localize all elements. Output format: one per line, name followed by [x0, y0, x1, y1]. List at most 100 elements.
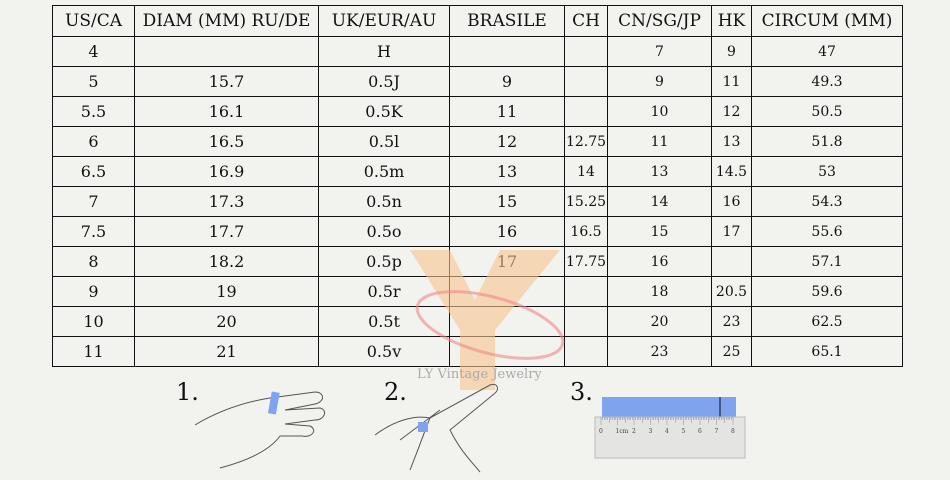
table-cell: 55.6 [751, 216, 903, 247]
table-cell: 17.7 [134, 216, 319, 247]
table-cell: 14.5 [711, 156, 752, 187]
table-cell: 9 [449, 66, 565, 97]
table-cell: 13 [711, 126, 752, 157]
table-cell: 20 [607, 306, 712, 337]
column-header: UK/EUR/AU [318, 5, 450, 37]
table-cell: 16 [607, 246, 712, 277]
table-cell: 47 [751, 36, 903, 67]
table-cell [564, 336, 608, 367]
table-cell: 10 [52, 306, 135, 337]
table-cell: 59.6 [751, 276, 903, 307]
table-cell: 15 [607, 216, 712, 247]
table-cell: 0.5o [318, 216, 450, 247]
table-cell: 7 [607, 36, 712, 67]
table-cell: 0.5J [318, 66, 450, 97]
table-cell: 0.5v [318, 336, 450, 367]
step-2-label: 2. [384, 378, 407, 406]
table-cell: 14 [607, 186, 712, 217]
column-header: DIAM (MM) RU/DE [134, 5, 319, 37]
table-row: 5.5 16.1 0.5K 11 10 12 50.5 [52, 96, 903, 127]
table-cell: 19 [134, 276, 319, 307]
table-cell: 10 [607, 96, 712, 127]
ruler-label: 5 [682, 428, 686, 435]
table-cell: 4 [52, 36, 135, 67]
table-cell: 0.5n [318, 186, 450, 217]
table-cell [564, 66, 608, 97]
step-1-label: 1. [176, 378, 199, 406]
table-row: 11 21 0.5v 23 25 65.1 [52, 336, 903, 367]
table-cell: 12 [711, 96, 752, 127]
table-cell [564, 96, 608, 127]
table-row: 8 18.2 0.5p 17 17.75 16 57.1 [52, 246, 903, 277]
table-cell: 53 [751, 156, 903, 187]
table-cell: 20 [134, 306, 319, 337]
table-cell: 6 [52, 126, 135, 157]
table-cell: 15.25 [564, 186, 608, 217]
ruler-label: 4 [665, 428, 669, 435]
table-row: 6 16.5 0.5l 12 12.75 11 13 51.8 [52, 126, 903, 157]
column-header: CH [564, 5, 608, 37]
table-row: 4 H 7 9 47 [52, 36, 903, 67]
step-3-label: 3. [570, 378, 593, 406]
table-cell: 7.5 [52, 216, 135, 247]
table-cell: 16.9 [134, 156, 319, 187]
table-cell: 15 [449, 186, 565, 217]
table-cell [449, 306, 565, 337]
ruler-label: 6 [698, 428, 702, 435]
watermark-text: LY Vintage Jewelry [417, 367, 542, 382]
table-cell [449, 36, 565, 67]
table-cell [711, 246, 752, 277]
table-cell: 0.5K [318, 96, 450, 127]
table-cell: 16.5 [564, 216, 608, 247]
hand-mark-pen-icon [374, 383, 498, 473]
table-cell: 0.5p [318, 246, 450, 277]
table-cell: 16 [711, 186, 752, 217]
table-cell: 9 [711, 36, 752, 67]
table-cell: 11 [607, 126, 712, 157]
table-cell [564, 306, 608, 337]
table-cell: 65.1 [751, 336, 903, 367]
table-cell: 62.5 [751, 306, 903, 337]
table-cell: 25 [711, 336, 752, 367]
table-cell: 23 [711, 306, 752, 337]
table-row: 7.5 17.7 0.5o 16 16.5 15 17 55.6 [52, 216, 903, 247]
column-header: CN/SG/JP [607, 5, 712, 37]
table-cell: 13 [607, 156, 712, 187]
ruler-icon: 0 1cm 2 3 4 5 6 7 8 [594, 397, 746, 459]
table-row: 10 20 0.5t 20 23 62.5 [52, 306, 903, 337]
table-cell: 57.1 [751, 246, 903, 277]
table-cell: H [318, 36, 450, 67]
table-row: 9 19 0.5r 18 20.5 59.6 [52, 276, 903, 307]
table-cell: 5.5 [52, 96, 135, 127]
column-header: HK [711, 5, 752, 37]
table-cell: 23 [607, 336, 712, 367]
ruler-label: 7 [715, 428, 719, 435]
table-cell [449, 276, 565, 307]
table-cell [134, 36, 319, 67]
header-row: US/CA DIAM (MM) RU/DE UK/EUR/AU BRASILE CH CN… [52, 5, 903, 37]
table-cell: 11 [711, 66, 752, 97]
table-cell: 17 [711, 216, 752, 247]
table-cell: 50.5 [751, 96, 903, 127]
table-cell: 9 [52, 276, 135, 307]
table-cell: 0.5r [318, 276, 450, 307]
table-cell: 9 [607, 66, 712, 97]
table-row: 7 17.3 0.5n 15 15.25 14 16 54.3 [52, 186, 903, 217]
column-header: US/CA [52, 5, 135, 37]
table-cell: 13 [449, 156, 565, 187]
table-row: 6.5 16.9 0.5m 13 14 13 14.5 53 [52, 156, 903, 187]
ruler-label: 8 [731, 428, 735, 435]
table-cell: 0.5t [318, 306, 450, 337]
table-cell [449, 336, 565, 367]
table-cell: 8 [52, 246, 135, 277]
ruler-label: 1cm [616, 428, 629, 435]
table-cell: 16.1 [134, 96, 319, 127]
table-cell: 51.8 [751, 126, 903, 157]
table-cell: 18 [607, 276, 712, 307]
table-cell: 49.3 [751, 66, 903, 97]
table-cell: 7 [52, 186, 135, 217]
table-cell: 16 [449, 216, 565, 247]
table-cell [564, 36, 608, 67]
table-cell: 6.5 [52, 156, 135, 187]
